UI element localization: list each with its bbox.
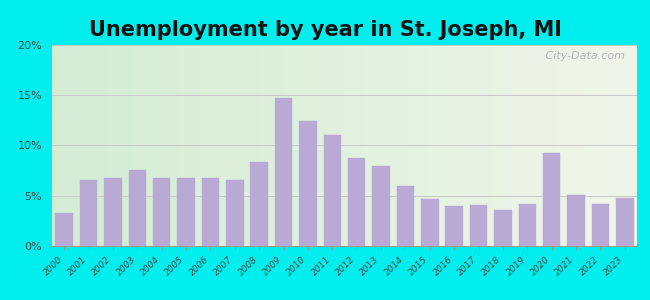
Bar (299, 122, 317, 246)
Bar (445, 206, 463, 246)
Bar (275, 98, 292, 246)
Bar (202, 178, 219, 246)
Bar (543, 152, 560, 246)
Bar (153, 178, 170, 246)
Bar (567, 195, 585, 246)
Bar (250, 162, 268, 246)
Bar (129, 169, 146, 246)
Bar (372, 166, 390, 246)
Bar (616, 198, 634, 246)
Bar (592, 204, 609, 246)
Bar (348, 158, 365, 246)
Bar (324, 135, 341, 246)
Bar (494, 210, 512, 246)
Text: City-Data.com: City-Data.com (542, 51, 625, 61)
Bar (80, 180, 98, 246)
Bar (519, 204, 536, 246)
Bar (421, 199, 439, 246)
Bar (177, 178, 195, 246)
Text: Unemployment by year in St. Joseph, MI: Unemployment by year in St. Joseph, MI (88, 20, 562, 40)
Bar (55, 213, 73, 246)
Bar (226, 180, 244, 246)
Bar (470, 205, 488, 246)
Bar (396, 186, 414, 246)
Bar (104, 178, 122, 246)
